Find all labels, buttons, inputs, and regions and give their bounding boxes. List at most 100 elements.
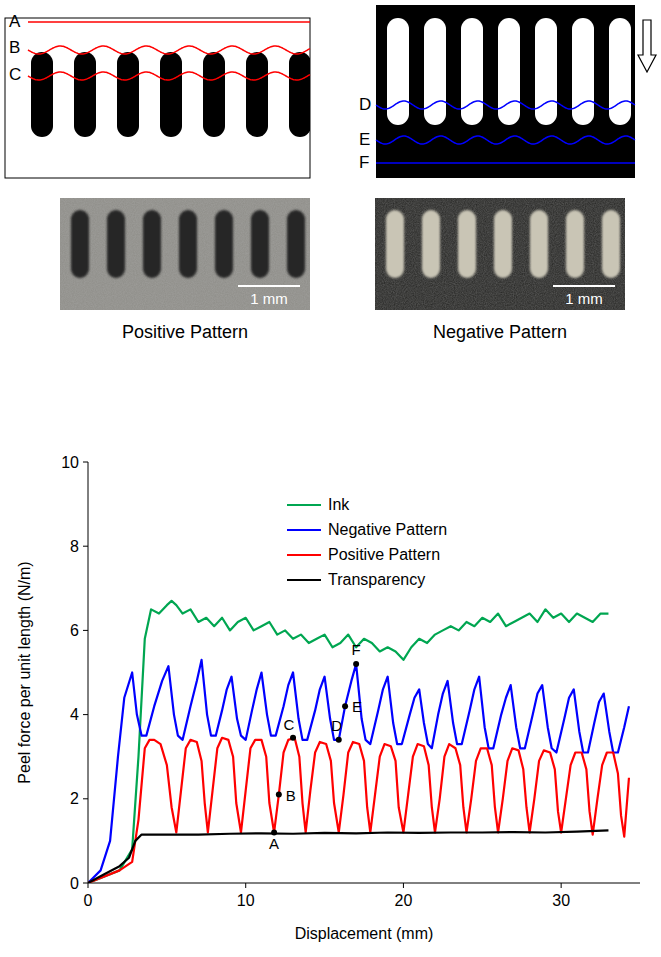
photo: 1 mm — [60, 198, 310, 310]
x-tick — [561, 883, 562, 888]
y-tick — [83, 462, 88, 463]
y-tick — [83, 546, 88, 547]
scale-bar — [553, 285, 615, 287]
negative-schematic — [376, 5, 635, 178]
annotation-label: C — [284, 716, 295, 733]
pill — [572, 18, 594, 125]
pill — [566, 210, 584, 278]
peel-front — [28, 46, 310, 54]
pill — [287, 210, 305, 278]
front-label: D — [359, 95, 371, 114]
photo-ground — [375, 198, 625, 310]
peel-front — [376, 101, 635, 109]
pill — [215, 210, 233, 278]
x-tick-label: 10 — [237, 892, 255, 909]
annotation-label: B — [286, 787, 296, 804]
series-line — [88, 830, 608, 883]
photo-ground — [60, 198, 310, 310]
x-tick-label: 0 — [84, 892, 93, 909]
pill — [530, 210, 548, 278]
pill — [424, 18, 446, 125]
y-tick-label: 4 — [70, 706, 79, 723]
pill — [498, 18, 520, 125]
pill — [461, 18, 483, 125]
photo-pills — [71, 210, 305, 278]
pill — [535, 18, 557, 125]
figure: ABCDEF1 mmPositive Pattern1 mmNegative P… — [0, 0, 661, 957]
x-axis-title: Displacement (mm) — [295, 925, 434, 942]
x-tick-label: 20 — [395, 892, 413, 909]
pill — [117, 52, 139, 137]
legend-label: Transparency — [328, 571, 425, 588]
scale-bar — [238, 285, 300, 287]
annotation-point — [353, 661, 359, 667]
peel-front — [376, 162, 635, 164]
series-line — [88, 601, 608, 883]
front-label: C — [9, 65, 21, 84]
x-tick — [403, 883, 404, 888]
pill — [246, 52, 268, 137]
y-tick-label: 8 — [70, 538, 79, 555]
pill — [74, 52, 96, 137]
scale-label: 1 mm — [250, 290, 288, 307]
legend-swatch — [287, 504, 321, 506]
front-label: E — [359, 130, 370, 149]
photo-pills — [386, 210, 620, 278]
pill — [203, 52, 225, 137]
y-tick — [83, 798, 88, 799]
photo-texture — [60, 198, 310, 310]
annotation-label: A — [269, 835, 279, 852]
scale-label: 1 mm — [565, 290, 603, 307]
pill — [160, 52, 182, 137]
plot-area — [88, 601, 629, 883]
y-tick-label: 0 — [70, 875, 79, 892]
front-label: B — [9, 38, 20, 57]
front-label: A — [9, 12, 21, 31]
peel-front — [28, 72, 310, 80]
schematic-frame — [5, 18, 310, 178]
peel-direction-arrow — [638, 20, 656, 72]
photo-texture — [375, 198, 625, 310]
caption: Positive Pattern — [122, 322, 248, 342]
y-tick — [83, 714, 88, 715]
pill — [31, 52, 53, 137]
pill — [458, 210, 476, 278]
legend-swatch — [287, 554, 321, 556]
annotation-point — [342, 703, 348, 709]
x-tick-label: 30 — [552, 892, 570, 909]
y-axis — [88, 462, 89, 883]
pill — [386, 210, 404, 278]
y-tick-label: 2 — [70, 790, 79, 807]
y-tick-label: 6 — [70, 622, 79, 639]
y-axis-title: Peel force per unit length (N/m) — [16, 561, 33, 783]
annotation-label: D — [331, 717, 342, 734]
pills — [31, 52, 310, 137]
peel-front — [376, 136, 635, 144]
series-line — [88, 738, 629, 883]
front-label: F — [359, 153, 369, 172]
y-tick — [83, 883, 88, 884]
legend-label: Positive Pattern — [328, 546, 440, 563]
pill — [179, 210, 197, 278]
x-tick — [245, 883, 246, 888]
pill — [602, 210, 620, 278]
y-tick-label: 10 — [61, 454, 79, 471]
pill — [387, 18, 409, 125]
y-tick — [83, 630, 88, 631]
pill — [422, 210, 440, 278]
legend-swatch — [287, 529, 321, 531]
pill — [251, 210, 269, 278]
legend-swatch — [287, 579, 321, 581]
x-tick — [88, 883, 89, 888]
annotation-label: E — [352, 698, 362, 715]
legend: InkNegative PatternPositive PatternTrans… — [287, 496, 447, 588]
annotation-label: F — [352, 641, 361, 658]
peel-front — [28, 21, 310, 23]
photo: 1 mm — [375, 198, 625, 310]
pill — [71, 210, 89, 278]
legend-label: Ink — [328, 496, 350, 513]
annotation-point — [336, 737, 342, 743]
pill — [107, 210, 125, 278]
pill — [609, 18, 631, 125]
pill — [289, 52, 310, 137]
